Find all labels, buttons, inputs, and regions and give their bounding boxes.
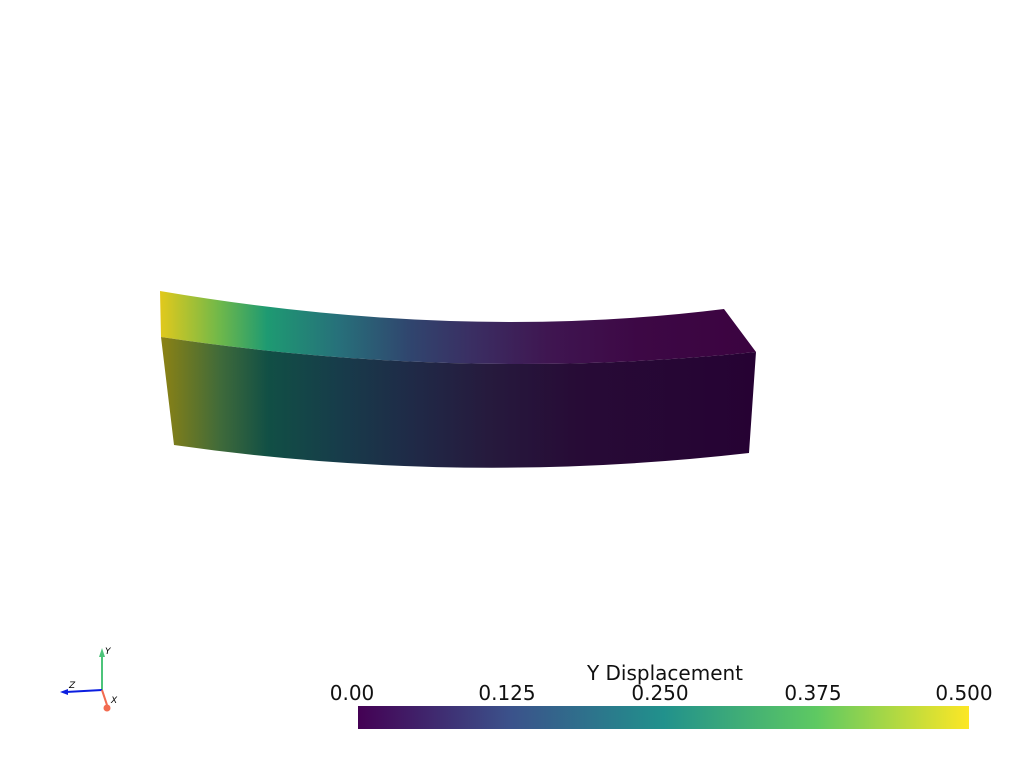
scalar-bar-colorbar xyxy=(358,706,969,729)
scalar-bar-tick: 0.00 xyxy=(329,681,375,705)
x-arrow-head-icon xyxy=(103,704,111,712)
scalar-bar-tick: 0.250 xyxy=(631,681,689,705)
scalar-bar-tick: 0.125 xyxy=(478,681,536,705)
beam-mesh xyxy=(160,291,756,468)
z-arrow-head-icon xyxy=(60,689,68,695)
beam-top-face xyxy=(160,291,756,364)
y-arrow-head-icon xyxy=(99,648,105,657)
y-axis-label: Y xyxy=(105,647,112,657)
scalar-bar-tick: 0.375 xyxy=(784,681,842,705)
beam-front-face xyxy=(161,337,756,468)
z-axis-arrow xyxy=(65,689,103,693)
x-axis-label: X xyxy=(110,696,118,706)
x-axis-arrow xyxy=(101,689,108,706)
z-axis-label: Z xyxy=(68,681,76,691)
scalar-bar-tick: 0.500 xyxy=(935,681,993,705)
scalar-bar-title: Y Displacement xyxy=(586,661,744,685)
orientation-axes-widget: Y Z X xyxy=(60,647,118,712)
